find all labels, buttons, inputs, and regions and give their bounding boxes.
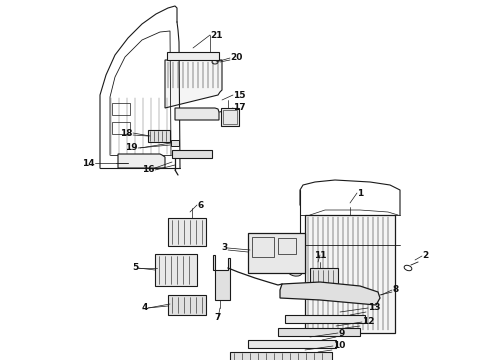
- Text: 15: 15: [233, 90, 245, 99]
- Bar: [310, 268, 338, 286]
- Text: 11: 11: [314, 251, 326, 260]
- Bar: [223, 110, 237, 124]
- Bar: [221, 108, 239, 126]
- Ellipse shape: [288, 268, 302, 276]
- Text: 18: 18: [121, 129, 133, 138]
- Bar: [172, 150, 212, 158]
- Bar: [248, 233, 305, 273]
- Polygon shape: [213, 255, 230, 300]
- Text: 13: 13: [368, 303, 381, 312]
- Polygon shape: [118, 154, 165, 168]
- Text: 8: 8: [392, 285, 398, 294]
- Text: 6: 6: [197, 201, 203, 210]
- Bar: [168, 218, 206, 246]
- Bar: [112, 103, 130, 115]
- Text: 19: 19: [125, 144, 138, 153]
- Bar: [305, 215, 395, 333]
- Text: 4: 4: [142, 303, 148, 312]
- Bar: [168, 295, 206, 315]
- Polygon shape: [280, 282, 380, 305]
- Text: 1: 1: [357, 189, 363, 198]
- Text: 20: 20: [230, 54, 243, 63]
- Bar: [278, 238, 296, 254]
- Bar: [155, 254, 197, 286]
- Text: 7: 7: [215, 314, 221, 323]
- Polygon shape: [175, 108, 219, 120]
- Bar: [248, 340, 336, 348]
- Text: 21: 21: [210, 31, 222, 40]
- Text: 14: 14: [82, 158, 95, 167]
- Text: 2: 2: [422, 252, 428, 261]
- Polygon shape: [165, 60, 222, 108]
- Bar: [252, 237, 274, 257]
- Bar: [112, 122, 130, 134]
- Text: 12: 12: [362, 318, 374, 327]
- Text: 17: 17: [233, 104, 245, 112]
- Bar: [167, 52, 219, 60]
- Text: 5: 5: [132, 264, 138, 273]
- Bar: [230, 352, 332, 360]
- Bar: [171, 140, 179, 146]
- Bar: [278, 328, 360, 336]
- Bar: [148, 130, 170, 142]
- Text: 9: 9: [338, 328, 344, 338]
- Text: 10: 10: [333, 342, 345, 351]
- Text: 3: 3: [222, 243, 228, 252]
- Bar: [285, 315, 365, 323]
- Text: 16: 16: [143, 166, 155, 175]
